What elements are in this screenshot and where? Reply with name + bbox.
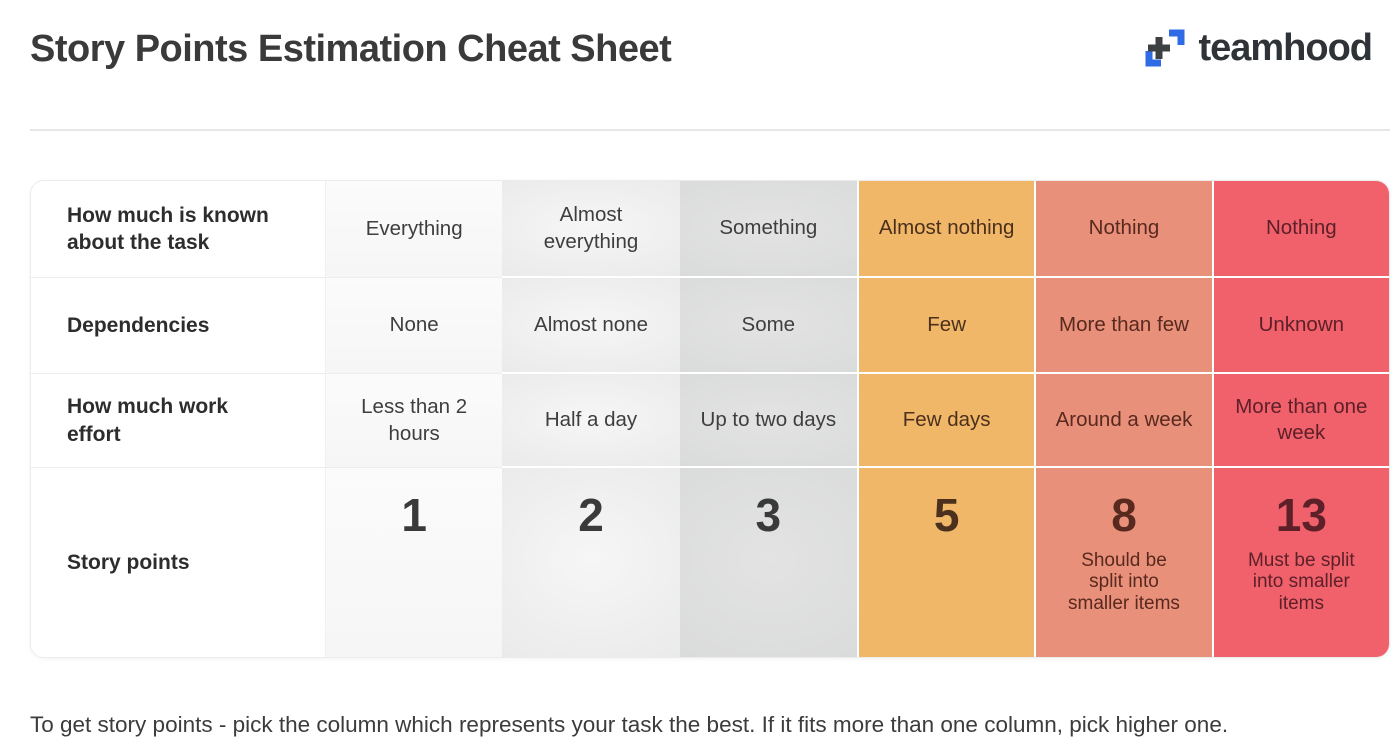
story-point-note: Should be split into smaller items [1068,550,1180,614]
story-point-value: 2 [578,489,604,541]
cell-r1-c2: Almost none [502,278,680,374]
cell-r1-c4: Few [856,278,1035,374]
cell-points-13: 13 Must be split into smaller items [1211,468,1389,657]
brand-wordmark: teamhood [1198,26,1373,69]
story-point-note: Must be split into smaller items [1247,550,1355,614]
cell-r2-c4: Few days [856,374,1035,468]
cell-r0-c1: Everything [325,181,503,278]
cell-r1-c3: Some [679,278,857,374]
cell-r0-c6: Nothing [1211,181,1389,278]
cell-r1-c6: Unknown [1211,278,1389,374]
cell-r2-c6: More than one week [1211,374,1389,468]
cell-r0-c2: Almost everything [502,181,680,278]
cell-points-1: 1 [325,468,503,657]
brand-logo: teamhood [1142,24,1373,72]
cell-r0-c5: Nothing [1034,181,1212,278]
cell-r2-c2: Half a day [502,374,680,468]
cell-points-8: 8 Should be split into smaller items [1034,468,1212,657]
story-point-value: 1 [401,489,427,541]
teamhood-logo-icon [1145,29,1185,67]
cell-points-3: 3 [679,468,857,657]
row-label-known: How much is known about the task [31,181,325,278]
cell-points-5: 5 [856,468,1035,657]
cell-r0-c4: Almost nothing [856,181,1035,278]
cell-r2-c5: Around a week [1034,374,1212,468]
row-label-effort: How much work effort [31,374,325,468]
row-label-story-points: Story points [31,468,325,657]
cell-r1-c5: More than few [1034,278,1212,374]
cell-r1-c1: None [325,278,503,374]
story-point-value: 13 [1275,489,1327,541]
cell-r0-c3: Something [679,181,857,278]
story-point-value: 8 [1111,489,1137,541]
footer-instruction: To get story points - pick the column wh… [30,712,1229,737]
header-divider [30,129,1390,131]
story-point-value: 5 [933,489,960,541]
story-points-table: How much is known about the task Everyth… [30,180,1390,658]
cell-points-2: 2 [502,468,680,657]
cell-r2-c3: Up to two days [679,374,857,468]
row-label-dependencies: Dependencies [31,278,325,374]
page-title: Story Points Estimation Cheat Sheet [30,28,672,70]
story-point-value: 3 [755,489,782,541]
cell-r2-c1: Less than 2 hours [325,374,503,468]
